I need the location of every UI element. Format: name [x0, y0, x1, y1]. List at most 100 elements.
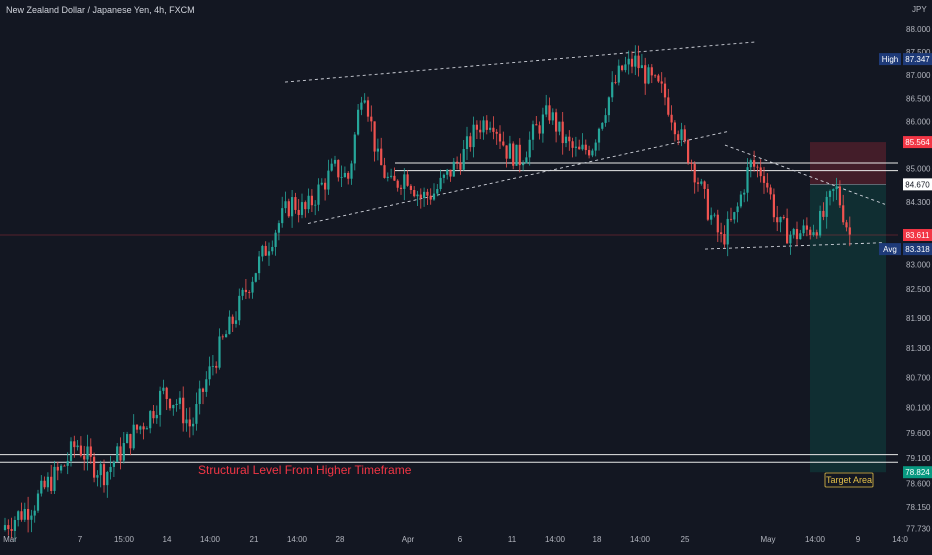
candle: [515, 144, 518, 167]
candle: [201, 387, 205, 405]
entry-badge[interactable]: 84.670: [903, 178, 932, 191]
candle: [439, 169, 442, 192]
candle: [492, 116, 495, 140]
candle: [66, 452, 69, 475]
entry-badge-bg: [903, 178, 932, 191]
candle-body: [152, 411, 155, 419]
candle-body: [749, 160, 752, 168]
candle-body: [198, 388, 201, 405]
candle-body: [7, 525, 10, 530]
candle-body: [462, 149, 465, 170]
y-tick-label: 80.700: [906, 374, 931, 383]
candle: [617, 59, 620, 86]
candle-body: [710, 215, 713, 220]
candle: [36, 489, 40, 513]
candle-body: [162, 387, 165, 391]
candle: [574, 136, 577, 157]
stop-badge[interactable]: 85.564: [903, 136, 932, 149]
candle-body: [472, 124, 475, 148]
candle: [234, 311, 238, 328]
candle: [558, 121, 561, 136]
x-tick-label: 14:00: [805, 535, 826, 544]
candle-body: [419, 194, 422, 198]
candle-body: [693, 163, 696, 183]
candle-body: [149, 411, 152, 429]
candle-body: [192, 423, 195, 427]
candle: [251, 276, 254, 299]
candle-body: [825, 196, 828, 217]
candle: [627, 50, 630, 75]
candle-body: [93, 456, 96, 478]
avg-badge-value: 83.318: [905, 245, 930, 254]
candle-body: [518, 144, 521, 166]
candle: [56, 461, 59, 481]
candle-body: [538, 125, 541, 134]
candle: [462, 139, 465, 171]
currency-label: JPY: [912, 5, 927, 14]
candle: [23, 502, 26, 523]
candle: [792, 227, 795, 239]
candle-body: [139, 426, 142, 430]
target-badge[interactable]: 78.824: [903, 466, 932, 479]
candle-body: [548, 105, 551, 121]
last-price-badge[interactable]: 83.611: [903, 228, 932, 241]
candle: [423, 187, 426, 207]
candle: [165, 386, 168, 411]
candle: [848, 216, 851, 247]
candle: [403, 168, 406, 201]
candle-body: [706, 188, 709, 220]
x-tick-label: 25: [681, 535, 690, 544]
candle-body: [228, 316, 231, 335]
candle-body: [106, 472, 109, 486]
candle: [670, 105, 673, 131]
candle-body: [809, 229, 812, 235]
y-tick-label: 82.500: [906, 285, 931, 294]
candle: [479, 120, 482, 140]
candle-body: [485, 120, 488, 130]
candle: [215, 361, 218, 374]
candle: [241, 287, 244, 301]
candle-body: [551, 112, 554, 121]
candle: [805, 217, 808, 237]
candle: [762, 166, 766, 194]
candle-body: [802, 225, 805, 234]
candle: [465, 126, 469, 160]
high-badge[interactable]: 87.347 High: [879, 53, 932, 66]
candle-body: [690, 162, 693, 164]
candle: [571, 137, 574, 158]
candle-body: [73, 441, 76, 448]
candle: [442, 173, 445, 184]
candle: [723, 225, 726, 248]
avg-badge[interactable]: 83.318 Avg: [879, 243, 932, 256]
candle-body: [231, 316, 234, 324]
candle-body: [287, 201, 290, 217]
candle: [274, 229, 277, 256]
candle: [33, 505, 36, 523]
candle-body: [611, 82, 614, 98]
candle: [238, 288, 241, 326]
candle: [380, 137, 383, 166]
candle: [604, 108, 607, 127]
candle-body: [442, 174, 445, 178]
candle-body: [297, 209, 300, 215]
candle-body: [581, 144, 584, 150]
target-area-badge: Target Area: [824, 472, 874, 488]
candle: [776, 205, 779, 232]
candle-body: [238, 295, 241, 321]
candle-body: [244, 289, 247, 293]
candle-body: [762, 176, 766, 183]
y-tick-label: 87.500: [906, 48, 931, 57]
candle: [802, 219, 805, 237]
candle-body: [254, 273, 257, 282]
candle-body: [251, 281, 254, 293]
candle-body: [670, 114, 673, 123]
candle-body: [370, 116, 373, 122]
x-tick-label: 11: [508, 535, 517, 544]
candle: [248, 290, 251, 299]
candle-body: [828, 190, 832, 197]
candle-body: [729, 218, 733, 220]
candle: [640, 53, 643, 69]
candle: [261, 244, 264, 262]
